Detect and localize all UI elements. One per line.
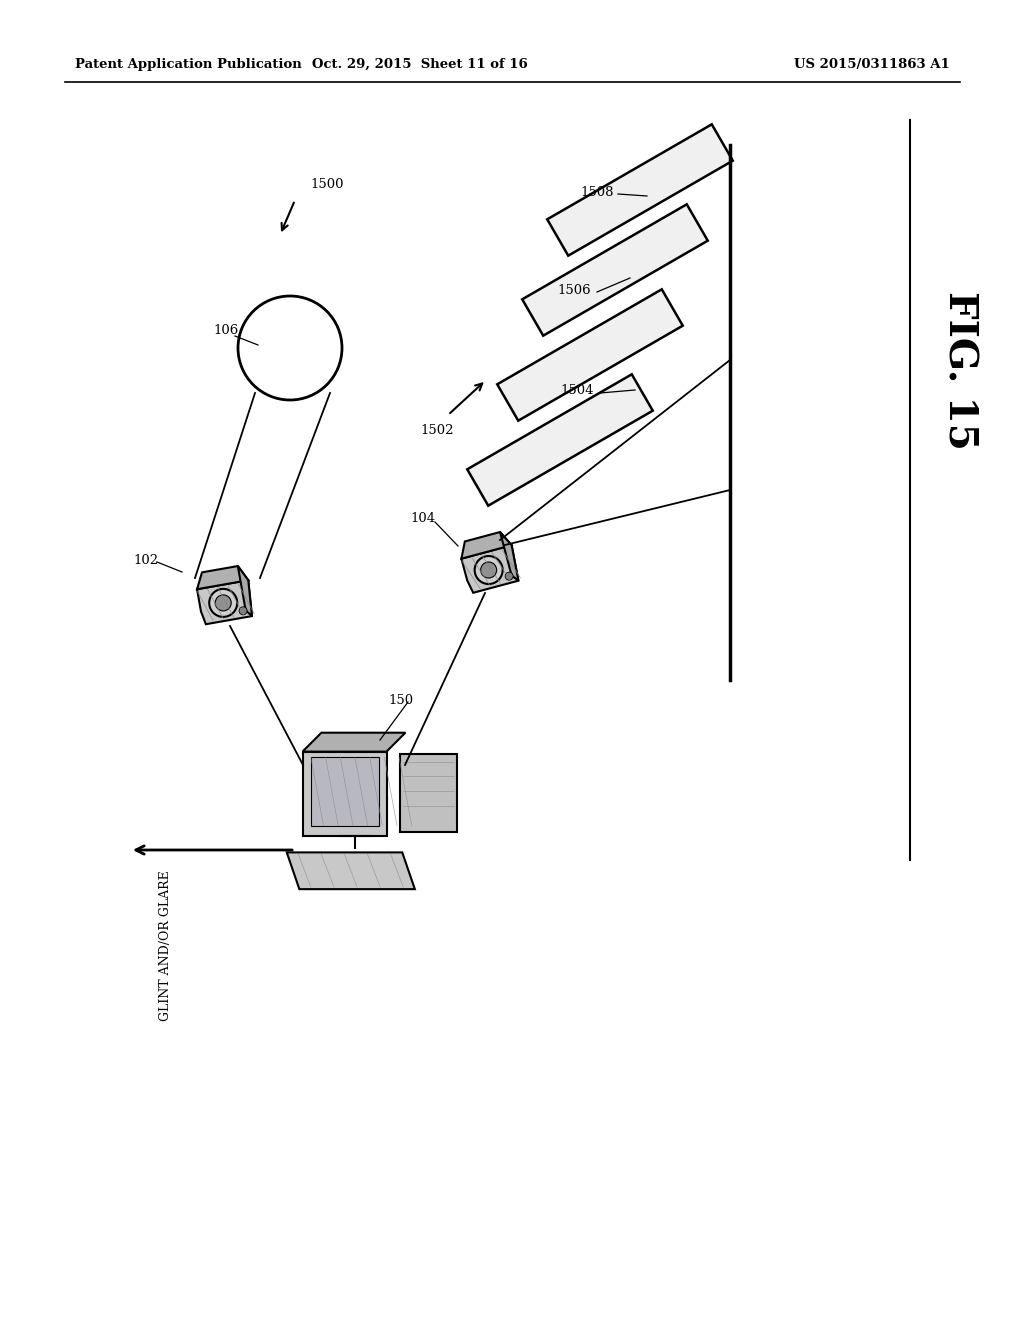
Polygon shape	[498, 289, 683, 421]
Polygon shape	[522, 205, 708, 335]
Text: 150: 150	[388, 693, 413, 706]
Circle shape	[238, 296, 342, 400]
Text: 106: 106	[213, 323, 239, 337]
Polygon shape	[197, 581, 252, 624]
Circle shape	[480, 562, 497, 578]
Text: FIG. 15: FIG. 15	[941, 290, 979, 449]
Text: Patent Application Publication: Patent Application Publication	[75, 58, 302, 71]
Text: 1500: 1500	[310, 178, 343, 191]
Polygon shape	[462, 532, 512, 558]
Polygon shape	[500, 532, 518, 581]
Text: 102: 102	[133, 553, 158, 566]
Polygon shape	[311, 758, 379, 825]
Circle shape	[505, 572, 513, 581]
Polygon shape	[547, 124, 733, 256]
Text: GLINT AND/OR GLARE: GLINT AND/OR GLARE	[159, 870, 171, 1020]
Polygon shape	[238, 566, 252, 616]
Text: Oct. 29, 2015  Sheet 11 of 16: Oct. 29, 2015 Sheet 11 of 16	[312, 58, 528, 71]
Polygon shape	[302, 733, 406, 751]
Text: 1502: 1502	[420, 424, 454, 437]
Polygon shape	[462, 545, 518, 593]
Circle shape	[475, 556, 503, 583]
Polygon shape	[302, 751, 386, 836]
Polygon shape	[467, 375, 652, 506]
Text: 1506: 1506	[557, 284, 591, 297]
Polygon shape	[287, 853, 415, 890]
Circle shape	[215, 595, 231, 611]
Polygon shape	[197, 566, 248, 589]
Polygon shape	[399, 754, 458, 833]
Circle shape	[239, 607, 247, 615]
Text: 1508: 1508	[580, 186, 613, 198]
Text: 104: 104	[410, 511, 435, 524]
Text: US 2015/0311863 A1: US 2015/0311863 A1	[795, 58, 950, 71]
Circle shape	[209, 589, 238, 616]
Text: 1504: 1504	[560, 384, 594, 396]
